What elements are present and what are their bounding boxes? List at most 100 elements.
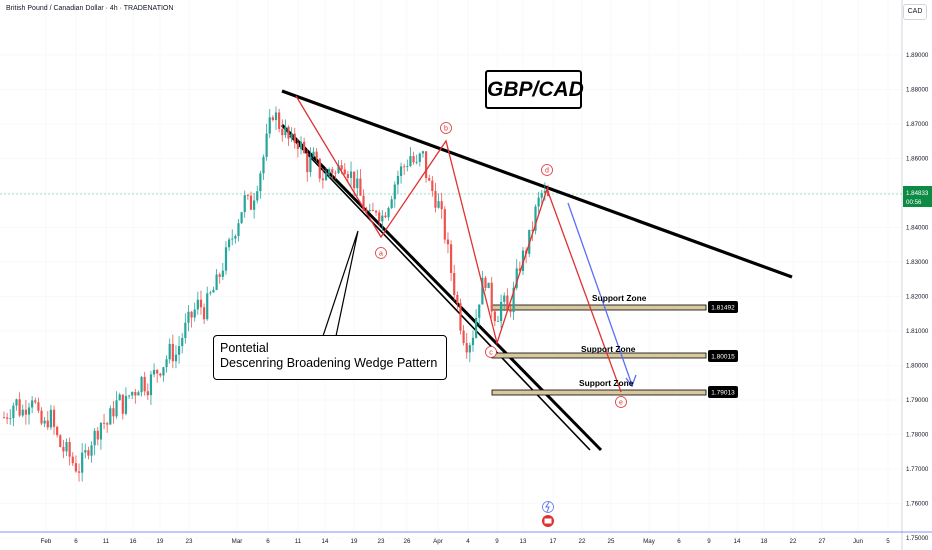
candle-body bbox=[62, 446, 65, 452]
candle-body bbox=[49, 409, 52, 428]
candle-body bbox=[456, 295, 459, 304]
candle-body bbox=[490, 282, 493, 312]
candle-body bbox=[27, 407, 31, 415]
candle-body bbox=[518, 268, 521, 271]
candle-body bbox=[212, 289, 215, 293]
candle-body bbox=[137, 392, 140, 396]
lightning-icon[interactable] bbox=[542, 501, 554, 513]
candle-body bbox=[65, 442, 68, 452]
candle-body bbox=[218, 274, 221, 277]
candle-body bbox=[381, 215, 384, 222]
support-zone-2-label: Support Zone bbox=[581, 344, 636, 354]
candle-body bbox=[284, 126, 287, 136]
support-zone-1-label: Support Zone bbox=[592, 293, 647, 303]
time-tick-label: 17 bbox=[550, 538, 557, 545]
candle-body bbox=[234, 236, 237, 239]
candle-body bbox=[324, 173, 328, 181]
candle-body bbox=[134, 392, 137, 396]
candle-body bbox=[109, 408, 112, 425]
candle-body bbox=[440, 201, 443, 210]
support-zone-3 bbox=[491, 389, 707, 396]
candle-body bbox=[303, 141, 306, 154]
candle-body bbox=[309, 156, 312, 173]
candle-body bbox=[393, 184, 396, 200]
candle-body bbox=[93, 430, 96, 446]
candle-body bbox=[68, 442, 71, 457]
candle-body bbox=[299, 141, 303, 149]
time-tick-label: 14 bbox=[322, 538, 329, 545]
svg-text:00:56: 00:56 bbox=[906, 199, 922, 206]
callout-pointer bbox=[322, 230, 359, 337]
candle-body bbox=[328, 169, 331, 174]
price-tick-label: 1.86000 bbox=[906, 156, 929, 163]
candle-body bbox=[396, 175, 400, 185]
candle-body bbox=[540, 192, 543, 198]
candle-body bbox=[449, 244, 453, 273]
candle-body bbox=[56, 426, 59, 436]
chart-grid bbox=[0, 0, 902, 539]
candle-body bbox=[346, 174, 350, 178]
candle-body bbox=[437, 201, 440, 208]
time-tick-label: 16 bbox=[130, 538, 137, 545]
candle-body bbox=[174, 354, 178, 362]
candle-body bbox=[43, 420, 46, 424]
candle-body bbox=[237, 223, 240, 237]
candle-body bbox=[534, 206, 537, 231]
candle-body bbox=[318, 158, 321, 179]
support-zone-1-price-tag: 1.81492 bbox=[708, 301, 738, 313]
candle-body bbox=[312, 151, 315, 157]
candle-body bbox=[421, 151, 425, 154]
time-tick-label: 6 bbox=[266, 538, 270, 545]
support-zone-2-price-tag: 1.80015 bbox=[708, 350, 738, 362]
svg-text:b: b bbox=[444, 126, 448, 133]
wave-path bbox=[295, 95, 622, 393]
price-tick-label: 1.88000 bbox=[906, 87, 929, 94]
time-tick-label: 22 bbox=[790, 538, 797, 545]
candle-body bbox=[18, 399, 21, 416]
candle-body bbox=[118, 394, 121, 401]
candle-body bbox=[509, 308, 512, 313]
price-tick-label: 1.83000 bbox=[906, 259, 929, 266]
candle-body bbox=[215, 274, 218, 290]
candle-body bbox=[21, 409, 24, 416]
candle-body bbox=[240, 212, 243, 224]
candle-body bbox=[343, 169, 346, 175]
candle-body bbox=[37, 402, 40, 411]
candle-body bbox=[418, 153, 421, 162]
callout-line-2: Descenring Broadening Wedge Pattern bbox=[220, 356, 438, 370]
candle-body bbox=[156, 369, 159, 374]
candle-body bbox=[487, 282, 490, 288]
candles bbox=[2, 106, 550, 482]
candle-body bbox=[231, 238, 234, 240]
candle-body bbox=[74, 463, 78, 472]
candle-body bbox=[81, 452, 84, 473]
candle-body bbox=[515, 268, 518, 288]
time-tick-label: 26 bbox=[404, 538, 411, 545]
candle-body bbox=[206, 293, 209, 320]
candle-body bbox=[112, 408, 115, 417]
candle-body bbox=[162, 367, 165, 376]
price-tick-label: 1.87000 bbox=[906, 121, 929, 128]
candle-body bbox=[459, 303, 462, 331]
currency-button[interactable]: CAD bbox=[903, 4, 927, 20]
candle-body bbox=[146, 391, 149, 396]
wave-label-d: d bbox=[541, 164, 553, 176]
time-tick-label: 19 bbox=[157, 538, 164, 545]
candle-body bbox=[12, 405, 15, 419]
candle-body bbox=[271, 117, 274, 121]
candle-body bbox=[202, 307, 206, 320]
svg-text:1.80015: 1.80015 bbox=[711, 354, 735, 361]
support-zone-3-price-tag: 1.79013 bbox=[708, 386, 738, 398]
candle-body bbox=[165, 359, 168, 368]
projection-arrowhead bbox=[625, 374, 637, 388]
candle-body bbox=[34, 400, 37, 403]
time-tick-label: 11 bbox=[103, 538, 110, 545]
event-flag-icon[interactable] bbox=[542, 515, 554, 527]
candle-body bbox=[349, 171, 353, 178]
time-tick-label: May bbox=[643, 538, 656, 545]
candle-body bbox=[159, 373, 162, 376]
candle-body bbox=[521, 250, 525, 271]
candle-body bbox=[199, 299, 203, 308]
symbol-header: British Pound / Canadian Dollar · 4h · T… bbox=[6, 5, 174, 12]
